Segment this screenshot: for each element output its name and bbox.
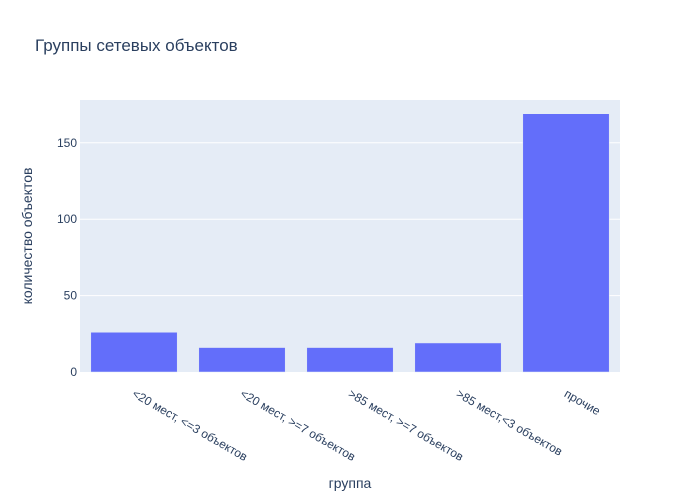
bar [90, 332, 178, 373]
bars [90, 113, 610, 373]
y-tick-label: 100 [57, 212, 77, 226]
y-axis-ticks: 0 50 100 150 [57, 136, 77, 379]
y-tick-label: 0 [70, 365, 77, 379]
bar [306, 347, 394, 373]
y-axis-title: количество объектов [19, 168, 35, 305]
x-axis-title: группа [329, 475, 372, 491]
bar [414, 342, 502, 373]
y-tick-label: 150 [57, 136, 77, 150]
bar [522, 113, 610, 373]
y-tick-label: 50 [64, 289, 78, 303]
chart-title: Группы сетевых объектов [35, 36, 238, 55]
bar [198, 347, 286, 373]
